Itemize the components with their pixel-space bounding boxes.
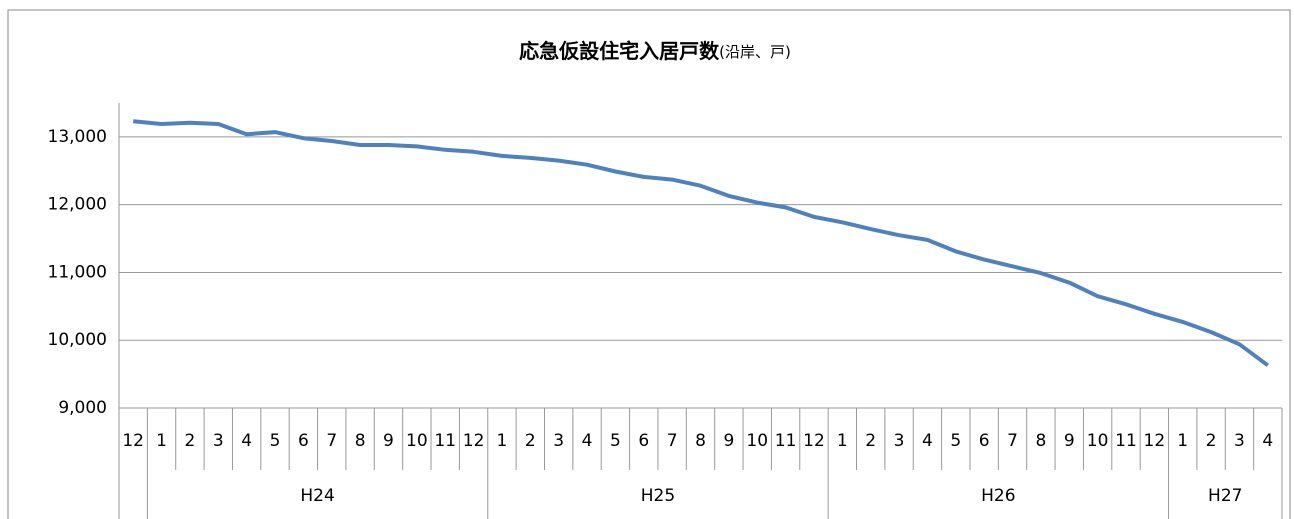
x-tick-label: 1 <box>156 431 167 451</box>
x-tick-label: 10 <box>406 431 428 451</box>
title-unit: (沿岸、戸) <box>719 43 791 61</box>
y-tick-label: 11,000 <box>48 262 107 282</box>
y-tick-label: 10,000 <box>48 330 107 350</box>
x-tick-label: 10 <box>1087 431 1109 451</box>
x-tick-label: 8 <box>1035 431 1046 451</box>
x-tick-label: 1 <box>1177 431 1188 451</box>
x-tick-label: 2 <box>865 431 876 451</box>
x-tick-label: 5 <box>950 431 961 451</box>
x-tick-label: 4 <box>1262 431 1273 451</box>
y-tick-label: 13,000 <box>48 127 107 147</box>
series-line <box>133 119 1269 367</box>
x-tick-label: 5 <box>270 431 281 451</box>
chart-border <box>7 9 1291 519</box>
x-tick-label: 1 <box>497 431 508 451</box>
x-tick-label: 12 <box>122 431 144 451</box>
x-tick-label: 11 <box>1115 431 1137 451</box>
y-tick-label: 9,000 <box>58 398 107 418</box>
x-tick-label: 9 <box>1064 431 1075 451</box>
chart-title: 応急仮設住宅入居戸数(沿岸、戸) <box>519 39 791 63</box>
x-tick-label: 6 <box>638 431 649 451</box>
x-tick-label: 7 <box>667 431 678 451</box>
title-main: 応急仮設住宅入居戸数 <box>519 39 720 63</box>
x-tick-label: 8 <box>355 431 366 451</box>
group-label: H26 <box>981 486 1015 506</box>
x-tick-label: 4 <box>922 431 933 451</box>
x-tick-label: 3 <box>553 431 564 451</box>
x-tick-label: 11 <box>434 431 456 451</box>
y-tick-label: 12,000 <box>48 195 107 215</box>
x-tick-label: 10 <box>746 431 768 451</box>
x-tick-label: 2 <box>525 431 536 451</box>
x-tick-label: 9 <box>383 431 394 451</box>
group-label: H24 <box>300 486 334 506</box>
x-tick-label: 4 <box>241 431 252 451</box>
x-tick-label: 6 <box>298 431 309 451</box>
x-tick-label: 2 <box>185 431 196 451</box>
group-label: H27 <box>1208 486 1242 506</box>
x-tick-label: 4 <box>582 431 593 451</box>
x-tick-label: 8 <box>695 431 706 451</box>
x-tick-label: 3 <box>1234 431 1245 451</box>
x-tick-label: 3 <box>894 431 905 451</box>
x-tick-label: 5 <box>610 431 621 451</box>
x-tick-label: 3 <box>213 431 224 451</box>
x-tick-label: 9 <box>723 431 734 451</box>
group-label: H25 <box>641 486 675 506</box>
x-tick-label: 6 <box>979 431 990 451</box>
x-tick-label: 1 <box>837 431 848 451</box>
x-tick-label: 7 <box>1007 431 1018 451</box>
x-tick-label: 12 <box>1144 431 1166 451</box>
x-tick-label: 12 <box>803 431 825 451</box>
x-tick-label: 7 <box>326 431 337 451</box>
x-tick-label: 11 <box>775 431 797 451</box>
x-tick-label: 2 <box>1206 431 1217 451</box>
x-tick-label: 12 <box>463 431 485 451</box>
